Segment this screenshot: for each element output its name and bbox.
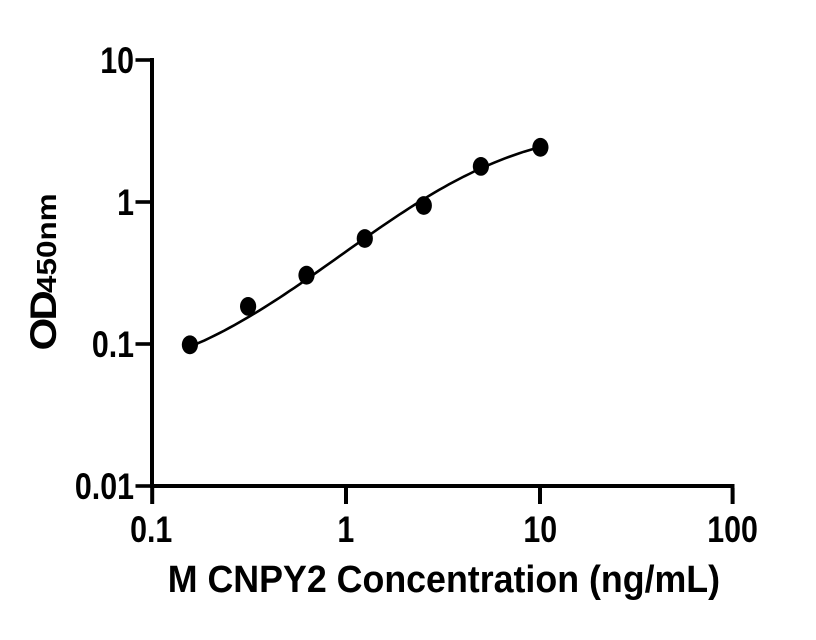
svg-text:1: 1 bbox=[117, 182, 134, 224]
svg-text:100: 100 bbox=[707, 509, 758, 551]
svg-text:10: 10 bbox=[100, 40, 134, 82]
svg-text:0.1: 0.1 bbox=[92, 324, 134, 366]
svg-text:10: 10 bbox=[523, 509, 557, 551]
svg-text:OD450nm: OD450nm bbox=[23, 193, 64, 350]
svg-text:0.01: 0.01 bbox=[75, 466, 134, 508]
svg-text:M CNPY2 Concentration (ng/mL): M CNPY2 Concentration (ng/mL) bbox=[168, 557, 720, 600]
svg-text:1: 1 bbox=[337, 509, 354, 551]
svg-text:0.1: 0.1 bbox=[130, 509, 172, 551]
